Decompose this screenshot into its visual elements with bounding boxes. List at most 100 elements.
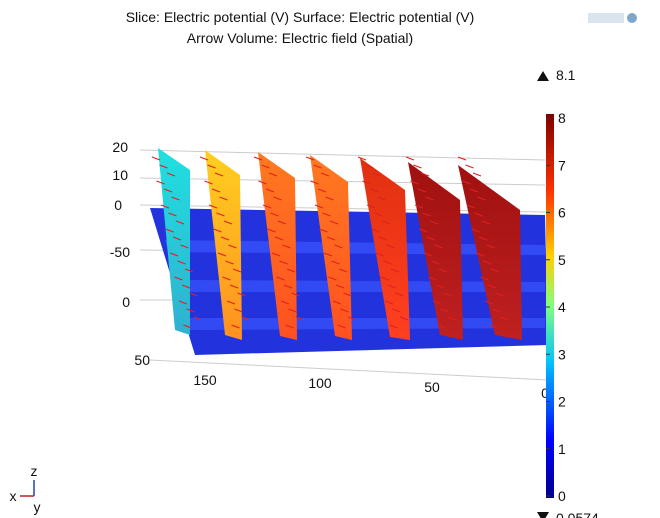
arrow — [477, 196, 486, 201]
arrow — [262, 204, 272, 209]
arrow — [481, 220, 491, 225]
arrow — [322, 212, 331, 217]
x-tick-label: 0 — [541, 385, 549, 401]
arrow — [178, 300, 188, 305]
arrow — [273, 196, 282, 201]
arrow — [429, 220, 439, 225]
arrow — [282, 244, 291, 249]
max-marker — [537, 71, 549, 81]
colorbar-bar — [546, 114, 554, 498]
arrow — [283, 284, 293, 289]
arrow — [286, 268, 296, 273]
arrow — [374, 212, 383, 217]
arrow — [419, 228, 428, 233]
arrow — [331, 260, 340, 265]
arrow — [317, 188, 327, 193]
arrow — [420, 172, 430, 177]
arrow — [226, 300, 236, 305]
y-tick-label: -50 — [110, 244, 130, 260]
colorbar-tick-label: 6 — [558, 205, 566, 221]
arrow — [395, 292, 404, 297]
colorbar-tick-label: 3 — [558, 346, 566, 362]
arrow — [216, 212, 225, 217]
x-tick-label: 150 — [193, 372, 217, 388]
arrow — [399, 316, 409, 321]
arrow — [211, 188, 221, 193]
arrow — [381, 220, 391, 225]
arrow — [288, 308, 297, 313]
arrow — [219, 196, 228, 201]
arrow — [474, 212, 483, 217]
arrow — [180, 244, 189, 249]
arrow — [184, 268, 194, 273]
arrow — [276, 276, 285, 281]
arrow — [175, 220, 185, 225]
arrow — [234, 308, 243, 313]
arrow — [160, 204, 170, 209]
arrow — [487, 284, 497, 289]
x-tick-label: 50 — [424, 379, 440, 395]
slice — [458, 165, 522, 340]
arrow — [193, 316, 203, 321]
arrow — [440, 308, 449, 313]
arrow — [186, 308, 195, 313]
x-tick-label: 100 — [308, 375, 332, 391]
arrow — [328, 276, 337, 281]
arrow — [217, 252, 227, 257]
arrow — [392, 308, 401, 313]
arrow — [489, 324, 498, 329]
arrow — [280, 300, 290, 305]
arrow — [369, 188, 379, 193]
arrow — [383, 260, 392, 265]
arrow — [478, 236, 488, 241]
arrow — [314, 204, 324, 209]
arrow — [183, 324, 192, 329]
colorbar: 8.1 0.0574 0 1 2 3 4 5 6 7 8 — [537, 67, 599, 518]
triad: z x y — [10, 463, 41, 515]
arrow — [274, 236, 284, 241]
arrow — [151, 156, 161, 161]
arrow — [258, 180, 267, 185]
z-tick-label: 10 — [112, 167, 128, 183]
arrow — [335, 284, 345, 289]
arrow — [159, 164, 168, 169]
z-tick-label: 0 — [114, 197, 122, 213]
colorbar-tick-label: 7 — [558, 157, 566, 173]
slice — [158, 148, 190, 335]
arrow — [237, 292, 246, 297]
arrow — [372, 172, 382, 177]
arrow — [181, 284, 191, 289]
arrows — [151, 156, 509, 329]
arrow — [347, 316, 357, 321]
arrow — [483, 260, 492, 265]
arrow — [426, 236, 436, 241]
triad-y: y — [34, 499, 41, 515]
arrow — [261, 164, 270, 169]
arrow — [172, 236, 182, 241]
arrow — [156, 180, 165, 185]
arrow — [405, 156, 415, 161]
arrow — [443, 292, 452, 297]
min-marker — [537, 512, 549, 518]
arrow — [305, 156, 315, 161]
arrow — [425, 196, 434, 201]
logo — [588, 13, 637, 23]
arrow — [462, 180, 471, 185]
arrow — [295, 316, 305, 321]
arrow — [366, 204, 376, 209]
arrow — [326, 236, 336, 241]
slice — [205, 150, 242, 340]
arrow — [428, 276, 437, 281]
arrow — [229, 284, 239, 289]
arrow — [340, 308, 349, 313]
arrow — [469, 188, 479, 193]
triad-z: z — [31, 463, 38, 479]
arrow — [380, 276, 389, 281]
arrow — [466, 204, 476, 209]
slice — [360, 158, 410, 340]
arrow — [267, 228, 276, 233]
title-line: Arrow Volume: Electric field (Spatial) — [187, 30, 413, 46]
arrow — [199, 156, 209, 161]
arrow — [177, 260, 186, 265]
